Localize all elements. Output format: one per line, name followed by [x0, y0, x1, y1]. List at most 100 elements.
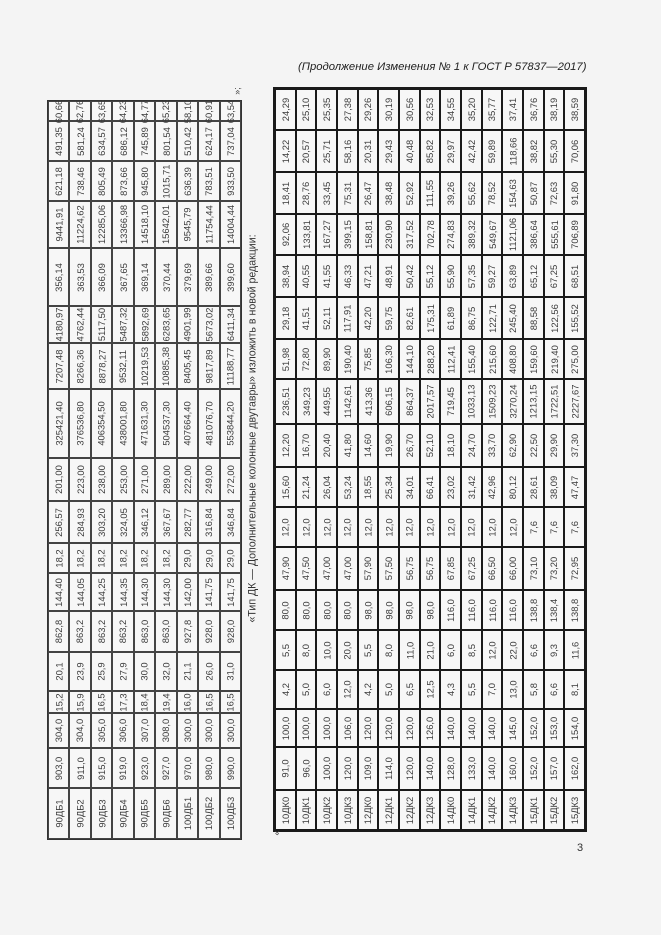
row-label-cell: 12ДК0 [357, 790, 379, 830]
table-cell: 863,2 [90, 611, 113, 652]
table-cell: 16,70 [295, 424, 317, 467]
cell-text: 413,36 [362, 387, 374, 416]
cell-text: 27,9 [117, 662, 129, 681]
table-cell: 64,23 [112, 99, 134, 123]
cell-text: 82,61 [403, 306, 415, 330]
table-cell: 379,69 [176, 248, 199, 306]
cell-text: 152,0 [527, 756, 539, 781]
table-cell: 215,60 [481, 339, 503, 379]
table-cell: 919,0 [112, 748, 134, 788]
table-cell: 624,17 [198, 121, 220, 161]
table-cell: 504537,30 [155, 389, 177, 458]
table-cell: 927,8 [176, 611, 199, 652]
table-cell: 1142,61 [337, 379, 358, 424]
table-cell: 41,55 [316, 255, 337, 297]
table-cell: 23,02 [440, 467, 461, 507]
cell-text: 56,75 [424, 556, 436, 581]
cell-text: 40,55 [300, 264, 312, 288]
table-cell: 16,5 [219, 691, 241, 713]
table-cell: 14,22 [275, 130, 296, 172]
cell-text: 15ДК1 [527, 796, 539, 824]
cell-text: 686,12 [117, 126, 129, 156]
table-cell: 80,0 [295, 590, 317, 630]
cell-text: 153,0 [548, 716, 560, 740]
table-cell: 5117,50 [90, 306, 113, 343]
cell-text: 325421,40 [53, 401, 65, 446]
cell-text: 222,00 [181, 465, 193, 494]
cell-text: 12,0 [424, 517, 436, 537]
cell-text: 109,0 [362, 756, 374, 781]
cell-text: 307,0 [138, 718, 150, 743]
row-label-cell: 15ДК3 [564, 790, 585, 830]
table-cell: 222,00 [176, 458, 199, 501]
table-cell: 8,1 [564, 670, 585, 709]
cell-text: 72,80 [300, 347, 312, 371]
cell-text: 219,40 [548, 344, 560, 374]
cell-text: 12,5 [424, 680, 436, 699]
cell-text: 12,0 [403, 517, 415, 537]
table-cell: 801,54 [155, 121, 177, 161]
cell-text: 120,0 [341, 756, 353, 781]
table-cell: 41,80 [337, 424, 358, 467]
table-cell: 9545,79 [176, 201, 199, 248]
cell-text: 624,17 [203, 126, 215, 156]
cell-text: 316,84 [203, 507, 215, 537]
cell-text: 35,20 [465, 97, 477, 122]
table-cell: 275,00 [564, 339, 585, 379]
table-cell: 36,76 [523, 89, 544, 130]
cell-text: 386,64 [527, 220, 539, 249]
table-cell: 18,2 [90, 543, 113, 573]
cell-text: 128,0 [445, 756, 457, 781]
table-cell: 38,19 [543, 89, 565, 130]
table-cell: 96,0 [295, 747, 317, 790]
cell-text: 19,90 [383, 433, 395, 458]
table-cell: 945,80 [133, 161, 156, 201]
table-cell: 15642,01 [155, 201, 177, 248]
cell-text: 20,57 [300, 139, 312, 163]
cell-text: 29,0 [181, 548, 193, 568]
table-cell: 25,71 [316, 130, 337, 172]
cell-text: 42,96 [486, 475, 498, 499]
cell-text: 112,41 [445, 345, 457, 373]
table-cell: 230,90 [378, 214, 399, 255]
table-cell: 67,25 [543, 255, 565, 297]
table-cell: 980,0 [198, 748, 220, 788]
cell-text: 120,0 [383, 716, 395, 740]
cell-text: 63,54 [224, 99, 236, 123]
table-cell: 67,25 [461, 547, 482, 590]
table-cell: 33,45 [316, 172, 337, 214]
cell-text: 911,0 [74, 756, 86, 780]
cell-text: 6283,65 [160, 307, 172, 342]
table-cell: 138,4 [543, 590, 565, 630]
table-cell: 18,41 [275, 172, 296, 214]
row-label-cell: 15ДК2 [543, 790, 565, 830]
cell-text: 59,27 [486, 264, 498, 288]
table-cell: 98,0 [419, 590, 441, 630]
page-header: (Продолжение Изменения № 1 к ГОСТ Р 5783… [298, 61, 587, 73]
cell-text: 63,65 [96, 99, 108, 123]
cell-text: 61,89 [445, 306, 457, 330]
cell-text: 140,0 [465, 716, 477, 740]
table-cell: 236,51 [275, 379, 296, 424]
table-cell: 47,50 [295, 547, 317, 590]
cell-text: 5117,50 [96, 307, 108, 342]
table-cell: 471631,30 [133, 389, 156, 458]
table-cell: 1509,23 [481, 379, 503, 424]
cell-text: 21,0 [424, 640, 436, 660]
table-cell: 63,89 [502, 255, 523, 297]
cell-text: 18,2 [117, 548, 129, 568]
cell-text: 14518,10 [138, 204, 150, 245]
cell-text: 12ДК0 [362, 796, 374, 824]
cell-text: 621,18 [53, 166, 65, 196]
table-cell: 33,70 [481, 424, 503, 467]
table-cell: 304,0 [69, 713, 91, 748]
table-cell: 75,85 [357, 339, 379, 379]
cell-text: 10ДК3 [341, 796, 353, 824]
table-cell: 52,10 [419, 424, 441, 467]
cell-text: 38,82 [527, 139, 539, 163]
cell-text: 12,0 [341, 517, 353, 537]
cell-text: 970,0 [181, 756, 193, 780]
cell-text: 303,20 [96, 507, 108, 537]
cell-text: 18,55 [362, 475, 374, 499]
cell-text: 284,93 [74, 507, 86, 537]
